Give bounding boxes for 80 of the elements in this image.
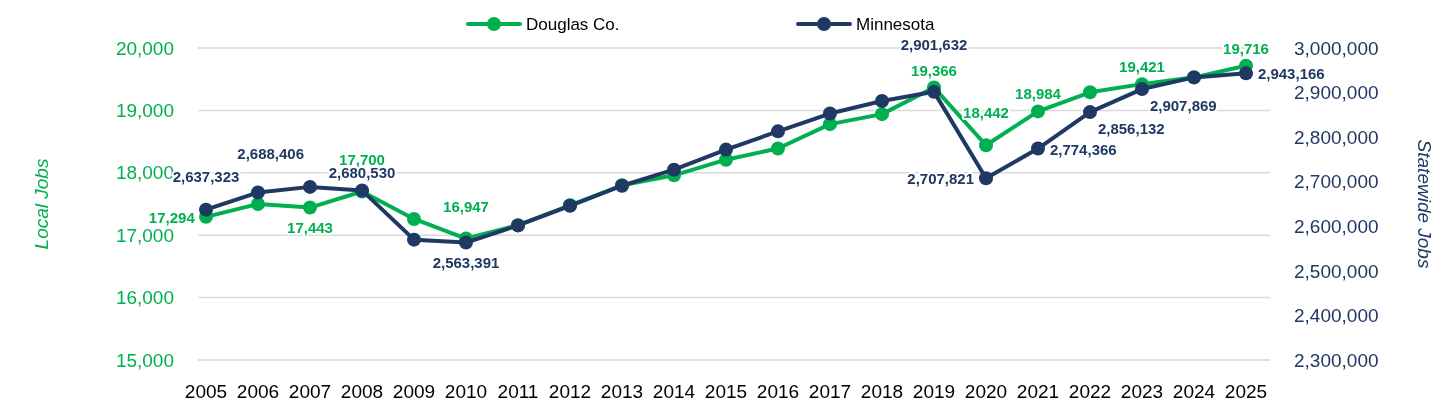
x-tick-label: 2019: [912, 381, 956, 402]
legend-label: Douglas Co.: [526, 14, 620, 34]
data-label: 2,774,366: [1049, 140, 1117, 158]
y2-tick-label: 2,700,000: [1294, 171, 1379, 193]
point: [459, 235, 473, 250]
y-tick-label: 20,000: [115, 37, 174, 59]
y-tick-label: 16,000: [115, 287, 174, 309]
data-label: 17,294: [148, 208, 196, 226]
x-tick-label: 2016: [756, 381, 800, 402]
x-tick-label: 2013: [600, 381, 644, 402]
point: [251, 197, 265, 211]
point: [1031, 141, 1045, 156]
legend-label: Minnesota: [856, 14, 935, 34]
point: [771, 124, 785, 139]
x-tick-label: 2024: [1172, 381, 1216, 402]
x-tick-label: 2006: [236, 381, 280, 402]
y-tick-label: 18,000: [115, 162, 174, 184]
point: [407, 232, 421, 247]
data-label: 17,443: [287, 218, 333, 236]
data-label: 2,901,632: [900, 35, 968, 53]
y2-tick-label: 3,000,000: [1294, 37, 1379, 59]
point: [875, 94, 889, 109]
data-label: 16,947: [443, 197, 489, 215]
x-tick-label: 2018: [860, 381, 904, 402]
point: [199, 202, 213, 217]
x-tick-label: 2015: [704, 381, 748, 402]
x-tick-label: 2014: [652, 381, 696, 402]
y-tick-label: 15,000: [115, 349, 174, 371]
data-label: 18,984: [1015, 85, 1062, 103]
point: [1083, 105, 1097, 120]
point: [875, 107, 889, 122]
data-label: 2,563,391: [432, 253, 500, 271]
point: [303, 179, 317, 194]
data-label: 19,716: [1223, 39, 1269, 57]
x-tick-label: 2008: [340, 381, 384, 402]
x-tick-label: 2023: [1120, 381, 1164, 402]
data-label: 2,907,869: [1149, 97, 1217, 115]
x-tick-label: 2022: [1068, 381, 1112, 402]
x-tick-label: 2011: [497, 381, 539, 402]
x-tick-label: 2012: [548, 381, 592, 402]
point: [1083, 85, 1097, 100]
point: [927, 84, 941, 99]
y2-tick-label: 2,600,000: [1294, 215, 1379, 237]
point: [1239, 66, 1253, 81]
x-tick-label: 2005: [184, 381, 228, 402]
y2-tick-label: 2,500,000: [1294, 260, 1379, 282]
data-label: 2,707,821: [907, 170, 975, 188]
x-tick-label: 2020: [964, 381, 1008, 402]
data-label: 17,700: [339, 150, 385, 168]
data-label: 19,421: [1119, 58, 1165, 76]
point: [1031, 104, 1045, 119]
y2-axis-title: Statewide Jobs: [1414, 139, 1435, 269]
y2-tick-label: 2,300,000: [1294, 349, 1379, 371]
data-label: 2,637,323: [172, 167, 240, 185]
y2-tick-label: 2,900,000: [1294, 82, 1379, 104]
data-label: 2,856,132: [1097, 120, 1165, 138]
point: [719, 142, 733, 157]
point: [823, 106, 837, 121]
data-label: 18,442: [963, 104, 1009, 122]
point: [771, 141, 785, 156]
data-label: 2,943,166: [1257, 65, 1325, 83]
point: [303, 200, 317, 215]
y-axis-title: Local Jobs: [31, 158, 52, 250]
x-tick-label: 2010: [444, 381, 488, 402]
x-tick-label: 2025: [1224, 381, 1268, 402]
y2-tick-label: 2,800,000: [1294, 126, 1379, 148]
y2-tick-label: 2,400,000: [1294, 305, 1379, 327]
data-label: 2,688,406: [237, 144, 305, 162]
point: [251, 185, 265, 200]
point: [979, 138, 993, 153]
x-tick-label: 2017: [808, 381, 852, 402]
point: [1135, 82, 1149, 97]
point: [667, 162, 681, 177]
data-label: 19,366: [911, 61, 957, 79]
x-tick-label: 2007: [288, 381, 332, 402]
x-tick-label: 2021: [1016, 381, 1060, 402]
y-tick-label: 19,000: [115, 100, 174, 122]
point: [979, 171, 993, 186]
point: [407, 211, 421, 226]
x-tick-label: 2009: [392, 381, 436, 402]
